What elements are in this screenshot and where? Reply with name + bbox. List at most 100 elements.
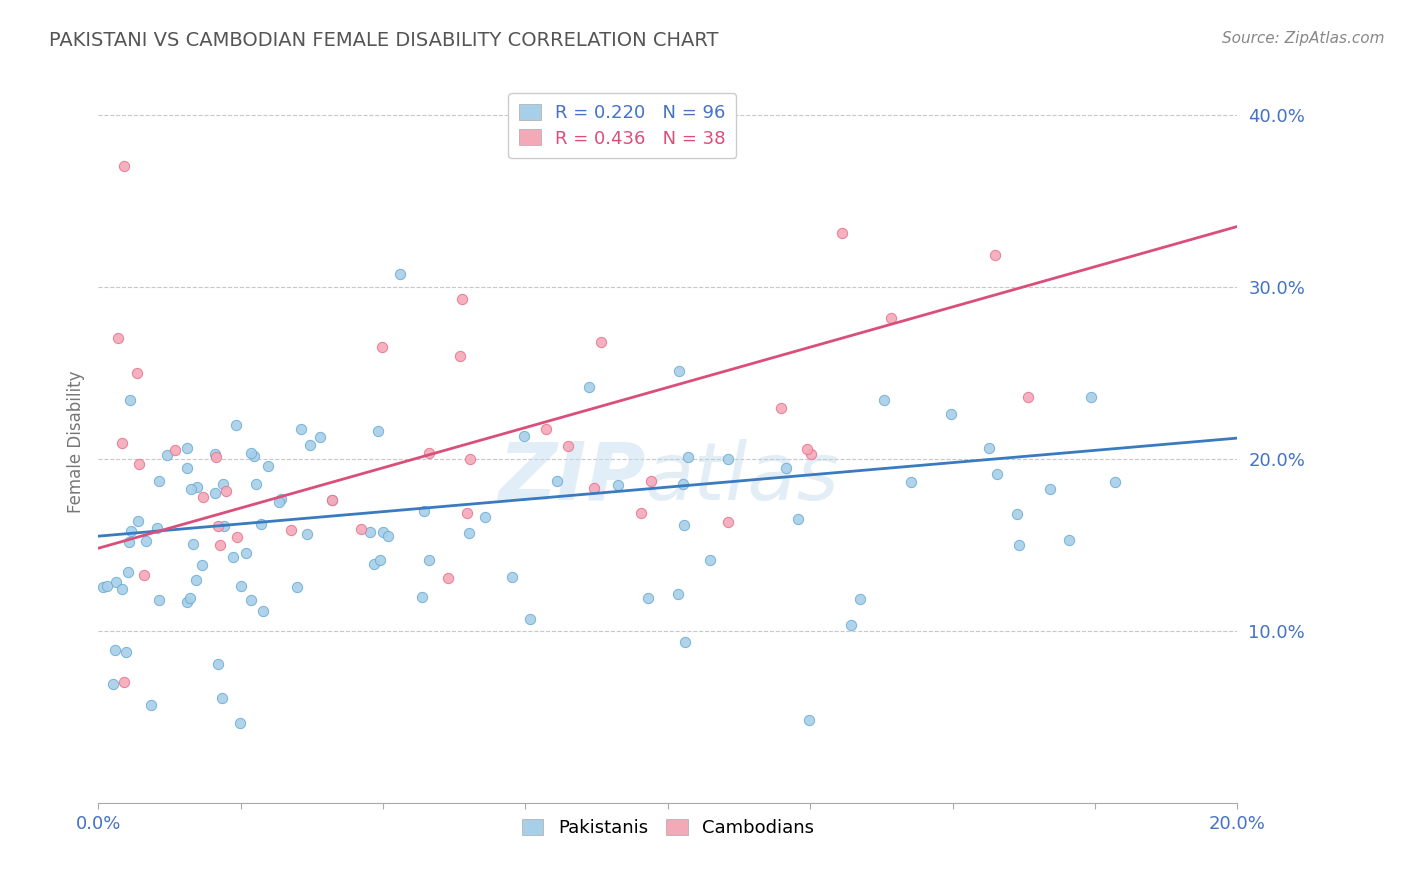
Point: [769, 401, 792, 415]
Point: [191, 490, 214, 504]
Point: [120, 392, 142, 407]
Point: [96, 579, 118, 593]
Point: [1005, 507, 1028, 521]
Point: [225, 417, 247, 432]
Point: [717, 452, 740, 467]
Text: PAKISTANI VS CAMBODIAN FEMALE DISABILITY CORRELATION CHART: PAKISTANI VS CAMBODIAN FEMALE DISABILITY…: [49, 31, 718, 50]
Point: [146, 520, 169, 534]
Point: [359, 525, 381, 540]
Point: [1104, 475, 1126, 489]
Point: [796, 442, 818, 456]
Point: [873, 392, 896, 407]
Point: [104, 643, 127, 657]
Point: [285, 580, 308, 594]
Point: [205, 450, 228, 464]
Point: [257, 459, 280, 474]
Point: [606, 477, 628, 491]
Point: [418, 445, 440, 459]
Point: [775, 460, 797, 475]
Point: [186, 480, 208, 494]
Point: [418, 552, 440, 566]
Point: [252, 605, 274, 619]
Point: [536, 421, 558, 435]
Point: [456, 506, 478, 520]
Point: [437, 571, 460, 585]
Point: [180, 483, 202, 497]
Point: [207, 657, 229, 672]
Point: [449, 349, 471, 363]
Point: [984, 248, 1007, 262]
Point: [117, 565, 139, 579]
Point: [245, 477, 267, 491]
Point: [243, 449, 266, 463]
Point: [221, 549, 243, 564]
Point: [519, 612, 541, 626]
Point: [135, 534, 157, 549]
Point: [290, 422, 312, 436]
Point: [204, 486, 226, 500]
Point: [114, 645, 136, 659]
Point: [321, 493, 343, 508]
Point: [139, 698, 162, 713]
Point: [134, 567, 156, 582]
Point: [797, 713, 820, 727]
Point: [229, 716, 252, 731]
Point: [179, 591, 201, 605]
Point: [458, 526, 481, 541]
Point: [640, 475, 662, 489]
Point: [637, 591, 659, 606]
Point: [104, 575, 127, 590]
Point: [450, 293, 472, 307]
Point: [413, 504, 436, 518]
Point: [630, 507, 652, 521]
Point: [373, 524, 395, 539]
Point: [280, 524, 302, 538]
Point: [848, 592, 870, 607]
Point: [212, 476, 235, 491]
Point: [176, 595, 198, 609]
Point: [111, 435, 134, 450]
Point: [458, 452, 481, 467]
Point: [411, 591, 433, 605]
Point: [363, 557, 385, 571]
Point: [1008, 538, 1031, 552]
Point: [371, 340, 394, 354]
Point: [321, 493, 343, 508]
Point: [111, 582, 134, 596]
Point: [207, 519, 229, 533]
Point: [578, 380, 600, 394]
Point: [309, 429, 332, 443]
Point: [979, 442, 1001, 456]
Point: [225, 530, 247, 544]
Point: [128, 457, 150, 471]
Point: [474, 509, 496, 524]
Point: [211, 690, 233, 705]
Point: [367, 425, 389, 439]
Point: [699, 553, 721, 567]
Point: [839, 618, 862, 632]
Point: [900, 475, 922, 489]
Text: atlas: atlas: [645, 439, 839, 516]
Point: [676, 450, 699, 464]
Point: [181, 537, 204, 551]
Point: [101, 677, 124, 691]
Point: [671, 476, 693, 491]
Point: [377, 529, 399, 543]
Point: [298, 438, 321, 452]
Legend: Pakistanis, Cambodians: Pakistanis, Cambodians: [515, 812, 821, 845]
Text: ZIP: ZIP: [498, 439, 645, 516]
Point: [673, 635, 696, 649]
Point: [1080, 390, 1102, 404]
Point: [120, 524, 142, 538]
Point: [127, 515, 149, 529]
Point: [800, 447, 823, 461]
Point: [118, 534, 141, 549]
Point: [269, 495, 291, 509]
Point: [184, 573, 207, 587]
Point: [270, 491, 292, 506]
Point: [389, 267, 412, 281]
Point: [986, 467, 1008, 482]
Point: [717, 515, 740, 529]
Point: [240, 592, 263, 607]
Point: [787, 512, 810, 526]
